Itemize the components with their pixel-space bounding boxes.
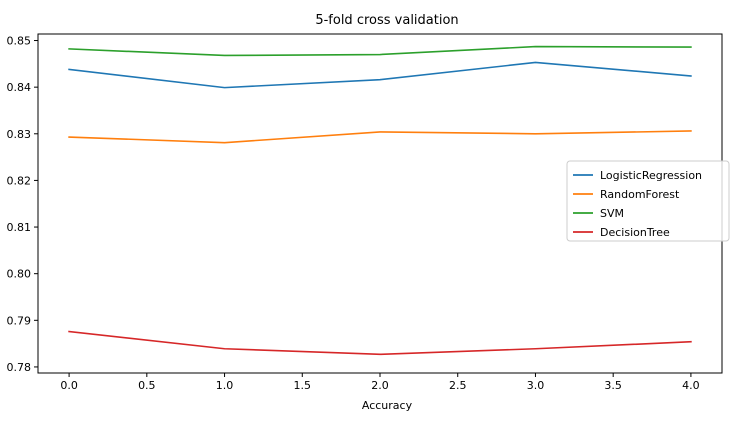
x-tick-label: 2.0	[371, 379, 389, 392]
x-tick-label: 4.0	[682, 379, 700, 392]
legend-entry-decisiontree: DecisionTree	[600, 226, 670, 239]
x-tick-label: 1.0	[216, 379, 234, 392]
series-line-logisticregression	[68, 61, 692, 89]
legend-box	[566, 160, 730, 242]
y-tick-label: 0.85	[7, 35, 32, 48]
series-line-svm	[68, 45, 692, 57]
x-tick-label: 3.5	[604, 379, 622, 392]
x-tick-label: 3.0	[527, 379, 545, 392]
x-axis: 0.0 0.5 1.0 1.5 2.0 2.5 3.0 3.5 4.0	[60, 373, 700, 392]
legend: LogisticRegression RandomForest SVM Decisio…	[566, 160, 730, 242]
series-group	[68, 45, 692, 356]
legend-entry-randomforest: RandomForest	[600, 188, 680, 201]
y-tick-label: 0.80	[7, 268, 32, 281]
x-axis-label: Accuracy	[362, 399, 413, 412]
x-tick-label: 2.5	[449, 379, 467, 392]
y-tick-label: 0.82	[7, 174, 32, 187]
legend-entry-logisticregression: LogisticRegression	[600, 169, 702, 182]
chart-title: 5-fold cross validation	[315, 13, 458, 28]
y-tick-label: 0.83	[7, 128, 32, 141]
y-tick-label: 0.78	[7, 361, 32, 374]
series-line-randomforest	[68, 130, 692, 144]
y-tick-label: 0.79	[7, 314, 32, 327]
series-line-decisiontree	[68, 330, 692, 356]
y-axis: 0.78 0.79 0.80 0.81 0.82 0.83 0.84 0.85	[7, 35, 38, 374]
y-tick-label: 0.81	[7, 221, 32, 234]
legend-entry-svm: SVM	[600, 207, 624, 220]
x-tick-label: 0.0	[60, 379, 78, 392]
x-tick-label: 1.5	[294, 379, 312, 392]
y-tick-label: 0.84	[7, 81, 32, 94]
x-tick-label: 0.5	[138, 379, 156, 392]
